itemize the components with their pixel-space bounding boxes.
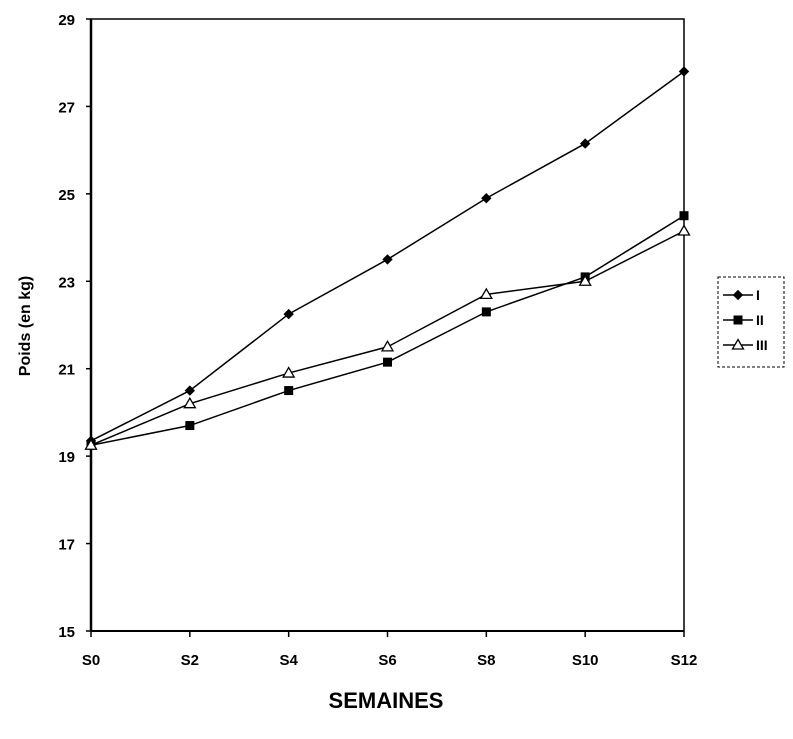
x-tick-label: S10 <box>572 652 599 669</box>
x-axis-title: SEMAINES <box>329 688 444 713</box>
series-1 <box>87 67 689 445</box>
data-point <box>482 194 491 203</box>
legend-label: II <box>756 312 764 328</box>
y-tick-label: 23 <box>58 274 75 291</box>
plot-border <box>91 19 684 631</box>
data-point <box>679 226 690 236</box>
data-point <box>680 211 689 220</box>
data-point <box>284 386 293 395</box>
y-tick-label: 25 <box>58 187 75 204</box>
data-point <box>382 341 393 351</box>
series-2 <box>87 211 689 450</box>
x-tick-label: S4 <box>279 652 298 669</box>
y-tick-label: 19 <box>58 449 75 466</box>
legend-label: III <box>756 337 768 353</box>
x-tick-label: S0 <box>82 652 100 669</box>
data-point <box>482 307 491 316</box>
x-tick-label: S6 <box>378 652 396 669</box>
series-line <box>91 216 684 446</box>
y-axis-ticks: 15 17 19 21 23 25 27 29 <box>58 12 91 641</box>
series-layer <box>86 67 690 450</box>
y-axis-title: Poids (en kg) <box>17 276 34 376</box>
y-tick-label: 17 <box>58 537 75 554</box>
data-point <box>383 358 392 367</box>
y-tick-label: 15 <box>58 624 75 641</box>
x-tick-label: S12 <box>671 652 698 669</box>
plot-frame <box>91 19 684 631</box>
x-axis-ticks: S0 S2 S4 S6 S8 S10 S12 <box>82 631 698 669</box>
x-tick-label: S2 <box>181 652 199 669</box>
y-tick-label: 27 <box>58 99 75 116</box>
data-point <box>383 255 392 264</box>
legend-box <box>718 277 784 367</box>
data-point <box>185 421 194 430</box>
legend-label: I <box>756 287 760 303</box>
y-tick-label: 21 <box>58 362 75 379</box>
legend-marker <box>734 316 743 325</box>
y-tick-label: 29 <box>58 12 75 29</box>
x-tick-label: S8 <box>477 652 495 669</box>
